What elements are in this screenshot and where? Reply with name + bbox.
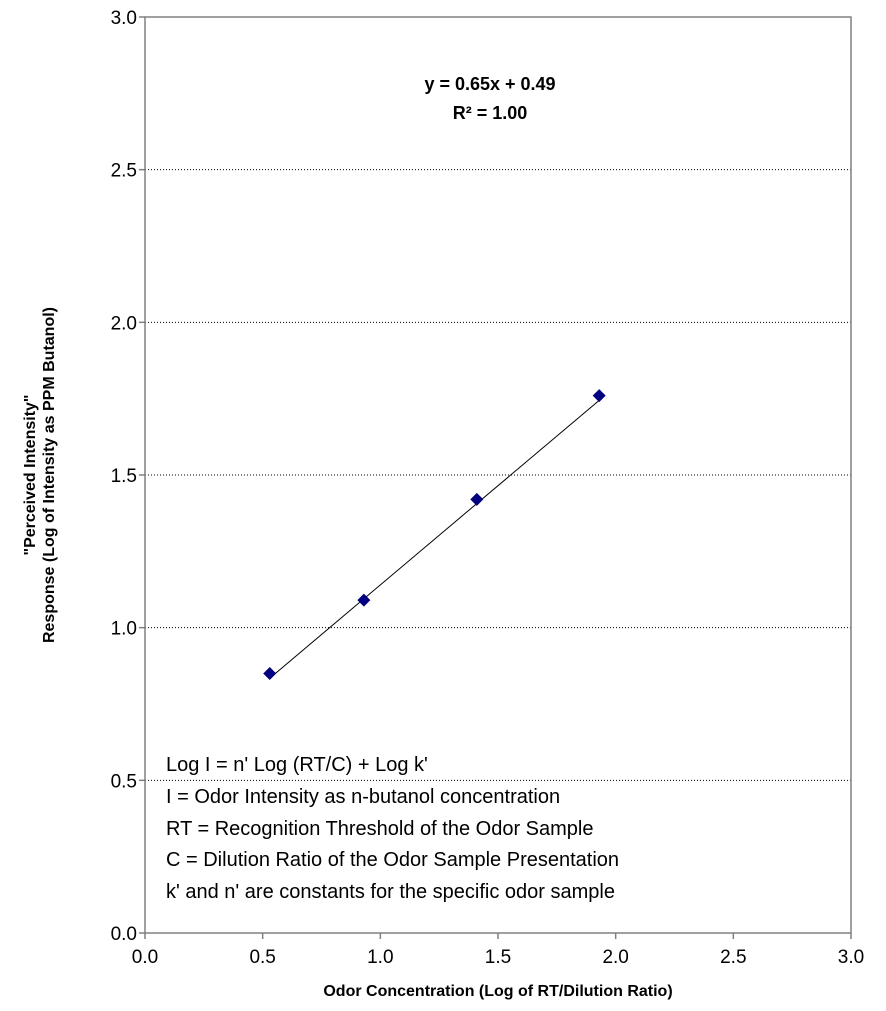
x-tick-label: 2.5 (720, 947, 746, 968)
trendline (269, 399, 600, 679)
x-axis-title: Odor Concentration (Log of RT/Dilution R… (323, 983, 672, 1000)
y-tick-label: 0.0 (111, 924, 137, 945)
y-tick-label: 3.0 (111, 8, 137, 29)
y-axis-title: "Perceived Intensity" Response (Log of I… (22, 307, 58, 643)
note-line-1: Log I = n' Log (RT/C) + Log k' (166, 754, 428, 776)
equation-label: y = 0.65x + 0.49 (424, 74, 555, 94)
gridlines (145, 169, 851, 781)
formula-notes: Log I = n' Log (RT/C) + Log k' I = Odor … (166, 754, 619, 903)
y-tick-label: 1.5 (111, 466, 137, 487)
y-tick-label: 1.0 (111, 619, 137, 640)
y-tick-label: 0.5 (111, 771, 137, 792)
data-point (263, 666, 277, 680)
data-point (470, 492, 484, 506)
trendline-group (269, 399, 600, 679)
y-tick-label: 2.5 (111, 161, 137, 182)
data-point (592, 389, 606, 403)
x-tick-label: 1.0 (367, 947, 393, 968)
note-line-2: I = Odor Intensity as n-butanol concentr… (166, 786, 560, 808)
y-axis-title-line-1: "Perceived Intensity" (22, 394, 39, 555)
data-points (263, 389, 606, 680)
x-axis-tick-labels: 0.0 0.5 1.0 1.5 2.0 2.5 3.0 (132, 947, 864, 968)
x-tick-label: 2.0 (602, 947, 628, 968)
x-tick-label: 3.0 (838, 947, 864, 968)
y-tick-label: 2.0 (111, 313, 137, 334)
x-tick-label: 0.5 (249, 947, 275, 968)
data-point (357, 593, 371, 607)
x-axis-ticks (144, 933, 852, 939)
note-line-3: RT = Recognition Threshold of the Odor S… (166, 818, 593, 840)
y-axis-ticks (139, 16, 145, 934)
r-squared-label: R² = 1.00 (453, 103, 528, 123)
x-tick-label: 0.0 (132, 947, 158, 968)
x-tick-label: 1.5 (485, 947, 511, 968)
y-axis-title-line-2: Response (Log of Intensity as PPM Butano… (41, 307, 58, 643)
y-axis-tick-labels: 0.0 0.5 1.0 1.5 2.0 2.5 3.0 (111, 8, 137, 945)
note-line-4: C = Dilution Ratio of the Odor Sample Pr… (166, 849, 619, 871)
note-line-5: k' and n' are constants for the specific… (166, 881, 615, 903)
